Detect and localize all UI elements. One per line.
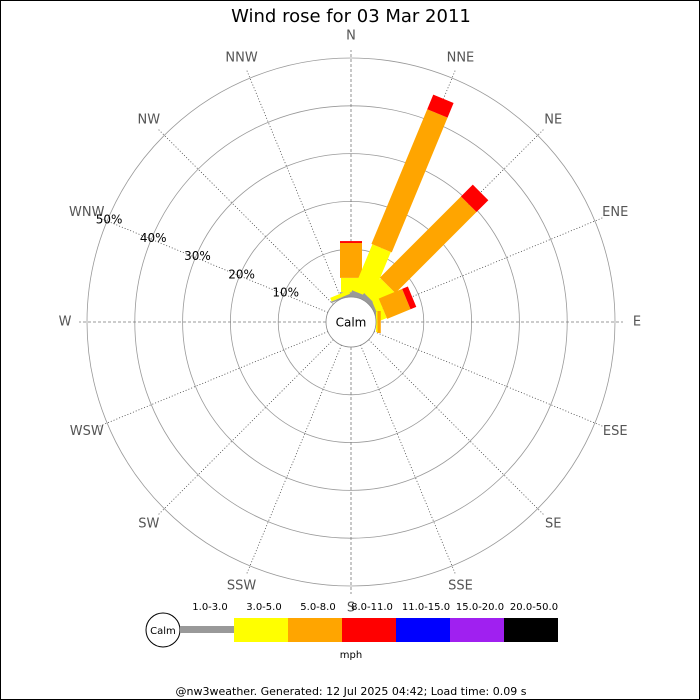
bar-segment [427, 94, 454, 118]
direction-label: SW [138, 517, 159, 532]
direction-label: WNW [69, 205, 105, 220]
spoke [246, 70, 342, 300]
direction-bars [330, 290, 352, 304]
direction-label: NW [137, 112, 160, 127]
legend-swatch [504, 618, 558, 642]
spoke [360, 344, 456, 574]
direction-label: E [633, 315, 641, 330]
legend-label: 1.0-3.0 [192, 602, 227, 613]
direction-bars [375, 311, 381, 333]
grid-ring [86, 57, 616, 587]
bar-segment [340, 242, 362, 278]
legend-swatch [342, 618, 396, 642]
direction-label: SSE [448, 579, 473, 594]
chart-title: Wind rose for 03 Mar 2011 [231, 6, 471, 27]
legend-label: 15.0-20.0 [456, 602, 504, 613]
legend-swatch [396, 618, 450, 642]
bar-segment [340, 241, 362, 243]
ring-label: 20% [228, 267, 255, 281]
ring-label: 50% [96, 212, 123, 226]
spoke [99, 331, 329, 427]
legend-swatch [234, 618, 288, 642]
bar-segment [371, 109, 448, 253]
direction-label: NNW [225, 50, 257, 65]
ring-label: 10% [272, 286, 299, 300]
legend-swatch [180, 626, 234, 633]
bar-segment [378, 288, 411, 319]
bar-segment [375, 312, 378, 332]
spoke [373, 331, 603, 427]
direction-label: NE [544, 112, 562, 127]
direction-label: ENE [602, 205, 628, 220]
bar-segment [460, 184, 489, 213]
bar-segment [379, 196, 477, 294]
legend-calm-label: Calm [150, 626, 176, 637]
direction-label: N [346, 29, 356, 44]
legend-label: 5.0-8.0 [300, 602, 335, 613]
direction-label: S [347, 601, 355, 616]
direction-label: ESE [603, 424, 628, 439]
calm-label: Calm [336, 316, 367, 330]
direction-label: WSW [70, 424, 104, 439]
ring-label: 30% [184, 249, 211, 263]
ring-label: 40% [140, 231, 167, 245]
spoke [158, 129, 334, 305]
spoke [158, 339, 334, 515]
legend-label: 8.0-11.0 [351, 602, 393, 613]
spoke [99, 217, 329, 313]
direction-label: W [59, 315, 72, 330]
bar-segment [353, 244, 391, 299]
bar-segment [402, 286, 417, 310]
spoke [373, 217, 603, 313]
bar-segment [330, 290, 351, 302]
bar-segment [377, 311, 381, 333]
bar-segment [372, 299, 387, 321]
grid-ring [182, 153, 520, 491]
bar-segment [364, 278, 395, 309]
calm-circle [325, 296, 377, 348]
direction-label: NNE [447, 50, 475, 65]
spoke [368, 339, 544, 515]
spoke [246, 344, 342, 574]
bar-segment [330, 293, 352, 304]
legend-label: 3.0-5.0 [246, 602, 281, 613]
legend-label: 11.0-15.0 [402, 602, 450, 613]
direction-label: SE [545, 517, 561, 532]
legend-swatch [450, 618, 504, 642]
legend-label: 20.0-50.0 [510, 602, 558, 613]
footer: @nw3weather. Generated: 12 Jul 2025 04:4… [176, 685, 527, 698]
unit-label: mph [340, 650, 362, 661]
direction-label: SSW [227, 579, 257, 594]
legend-swatch [288, 618, 342, 642]
